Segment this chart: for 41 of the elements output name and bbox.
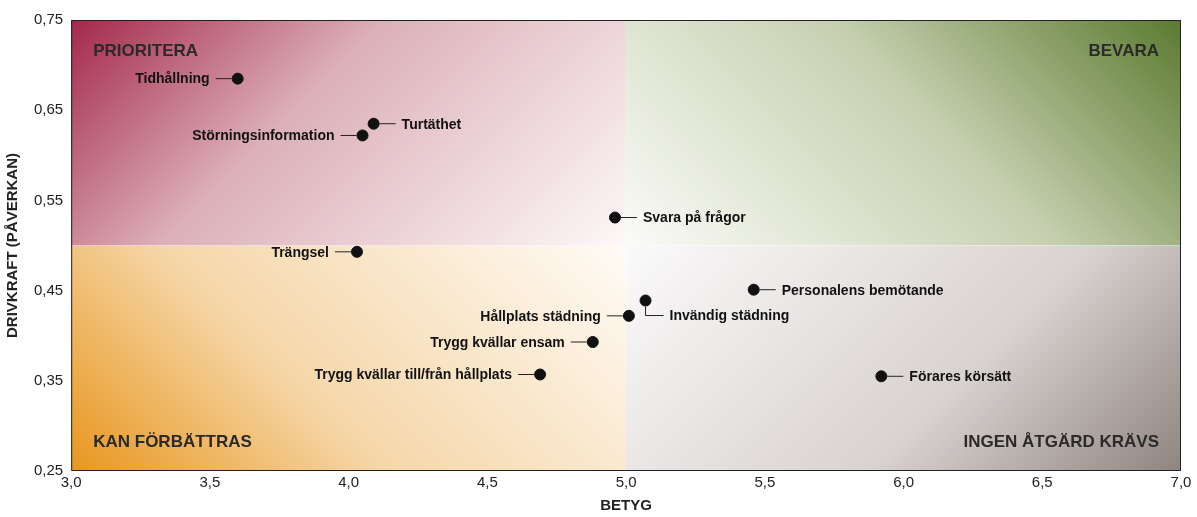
y-tick-label: 0,75 [33,10,64,28]
point [622,309,635,322]
y-tick-label: 0,35 [33,370,64,388]
annotation: Trygg kvällar till/från hållplats [314,366,513,383]
x-tick-label: 6,0 [893,473,914,491]
annotation: Förares körsätt [909,368,1012,385]
x-axis-title: BETYG [600,496,652,514]
annotation: Störningsinformation [192,127,335,144]
annotation: BEVARA [1088,40,1159,60]
y-tick-label: 0,55 [33,190,64,208]
point [747,283,760,296]
annotation: Svara på frågor [643,209,747,226]
y-tick-label: 0,45 [33,280,64,298]
annotation: Hållplats städning [480,307,601,324]
annotation: Turtäthet [401,115,462,132]
x-tick-label: 6,5 [1031,473,1053,491]
y-axis-title: DRIVKRAFT (PÅVERKAN) [3,153,21,338]
x-tick-label: 5,5 [754,473,776,491]
point [350,245,363,258]
x-tick-label: 4,5 [476,473,498,491]
point [875,370,888,383]
annotation: Tidhållning [135,70,210,87]
annotation: KAN FÖRBÄTTRAS [93,431,252,451]
annotation: INGEN ÅTGÄRD KRÄVS [963,431,1159,451]
x-tick-label: 7,0 [1170,473,1192,491]
annotation: Invändig städning [669,307,790,324]
point [356,129,369,142]
annotation: Trängsel [271,243,329,260]
y-tick-label: 0,65 [33,100,64,118]
point [639,294,652,307]
point [609,211,621,224]
annotation: Trygg kvällar ensam [430,333,565,350]
point [586,336,599,349]
point [367,117,380,130]
annotation: Personalens bemötande [781,281,944,298]
annotation: PRIORITERA [93,40,199,60]
x-tick-label: 5,0 [615,473,637,491]
point [231,72,244,85]
x-tick-label: 3,5 [199,473,221,491]
x-tick-label: 4,0 [338,473,360,491]
point [534,368,547,381]
